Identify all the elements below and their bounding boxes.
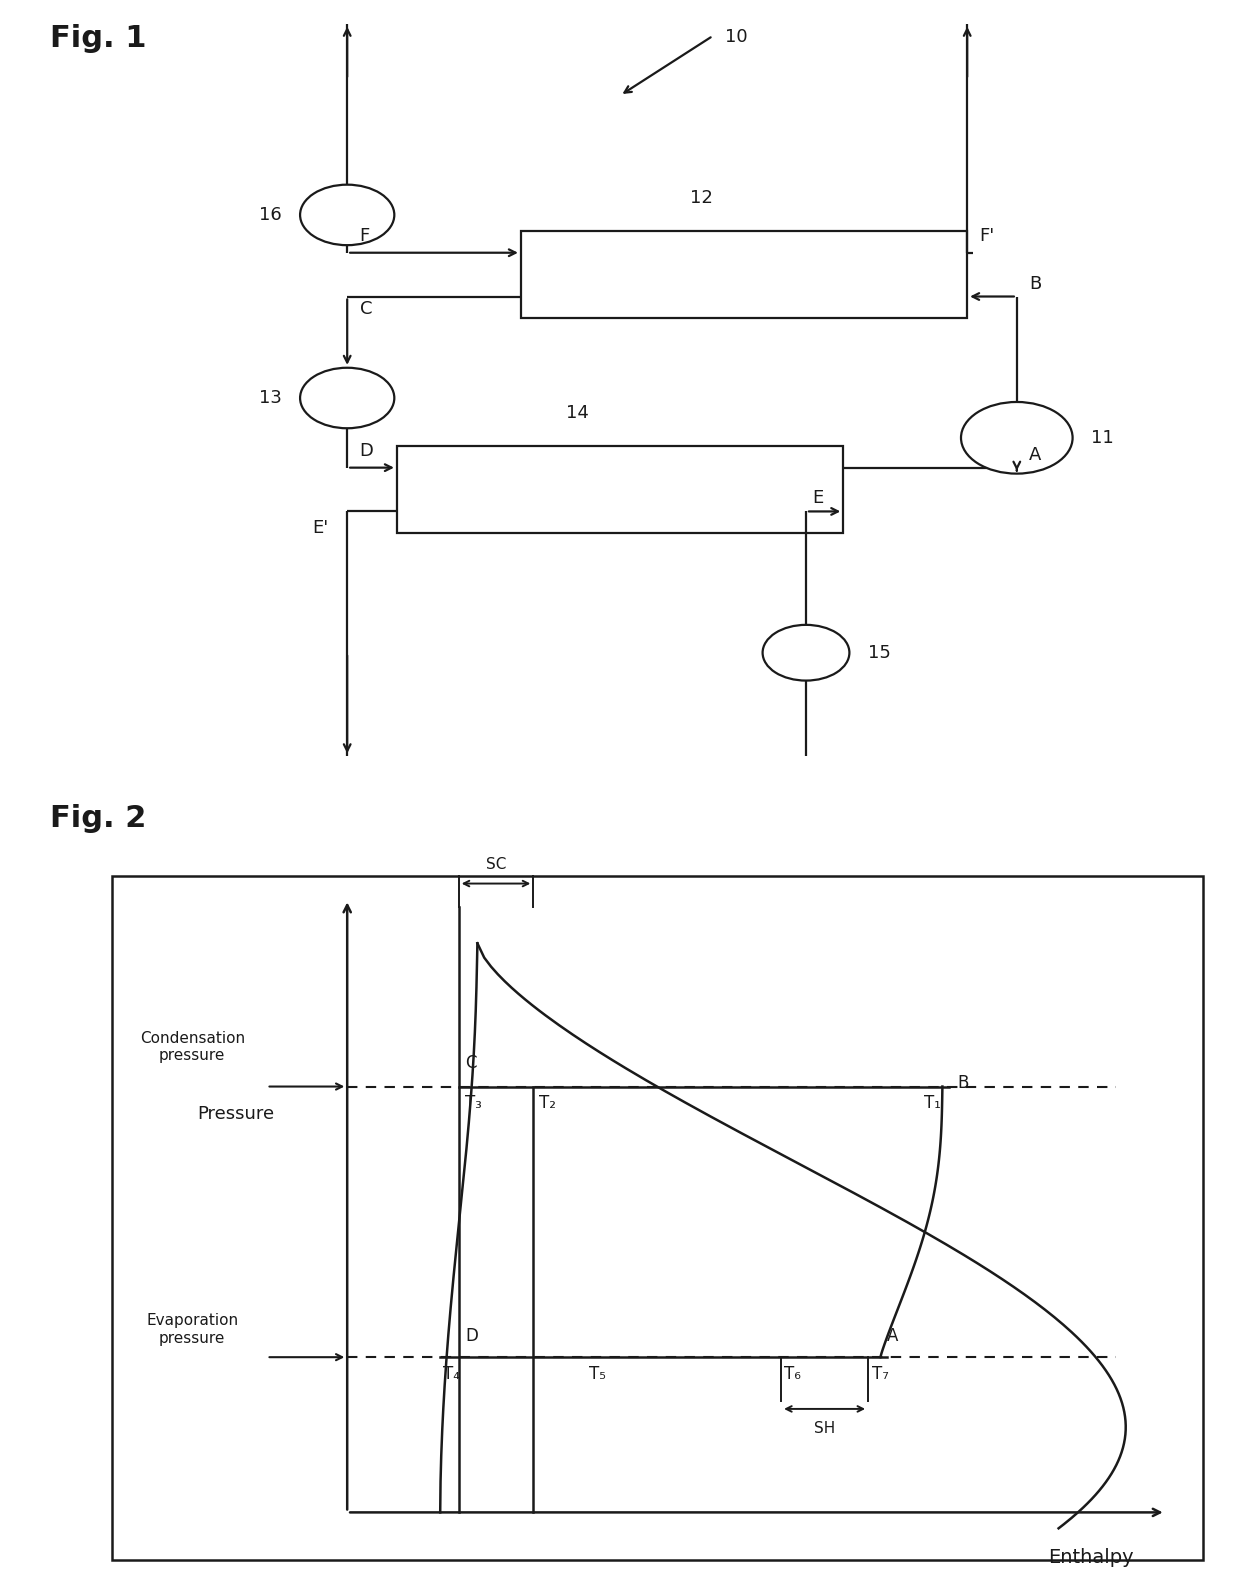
Text: F': F' bbox=[980, 226, 994, 245]
Text: SH: SH bbox=[813, 1420, 836, 1436]
Text: A: A bbox=[887, 1328, 898, 1345]
Text: Evaporation
pressure: Evaporation pressure bbox=[146, 1313, 238, 1345]
Text: Enthalpy: Enthalpy bbox=[1048, 1547, 1135, 1567]
Text: Condensation
pressure: Condensation pressure bbox=[140, 1030, 244, 1063]
Text: F: F bbox=[360, 226, 370, 245]
Text: T₆: T₆ bbox=[784, 1366, 801, 1383]
Text: C: C bbox=[360, 301, 372, 318]
Text: C: C bbox=[465, 1054, 476, 1073]
Text: D: D bbox=[465, 1328, 477, 1345]
Circle shape bbox=[961, 401, 1073, 473]
Text: SC: SC bbox=[486, 856, 506, 872]
Text: D: D bbox=[360, 441, 373, 460]
Text: 12: 12 bbox=[691, 189, 713, 207]
Circle shape bbox=[300, 368, 394, 428]
Text: T₇: T₇ bbox=[872, 1366, 889, 1383]
Text: 10: 10 bbox=[725, 29, 748, 46]
Text: T₁: T₁ bbox=[924, 1095, 941, 1113]
Text: B: B bbox=[957, 1073, 968, 1092]
Text: Fig. 1: Fig. 1 bbox=[50, 24, 146, 53]
Text: Pressure: Pressure bbox=[197, 1105, 274, 1124]
Text: A: A bbox=[1029, 446, 1042, 463]
Text: T₄: T₄ bbox=[443, 1366, 460, 1383]
Text: 11: 11 bbox=[1091, 428, 1114, 447]
Text: 15: 15 bbox=[868, 643, 890, 662]
Text: Fig. 2: Fig. 2 bbox=[50, 804, 146, 833]
Text: E': E' bbox=[312, 519, 329, 538]
Text: T₂: T₂ bbox=[539, 1095, 557, 1113]
Text: 16: 16 bbox=[259, 205, 281, 224]
Circle shape bbox=[300, 185, 394, 245]
Bar bbox=[521, 231, 967, 318]
Text: T₃: T₃ bbox=[465, 1095, 482, 1113]
Text: T₅: T₅ bbox=[589, 1366, 606, 1383]
Bar bbox=[112, 876, 1203, 1560]
Text: 14: 14 bbox=[567, 404, 589, 422]
Text: B: B bbox=[1029, 274, 1042, 293]
Text: 13: 13 bbox=[259, 388, 281, 408]
Text: E: E bbox=[812, 489, 823, 508]
Circle shape bbox=[763, 624, 849, 681]
Bar bbox=[397, 446, 843, 533]
